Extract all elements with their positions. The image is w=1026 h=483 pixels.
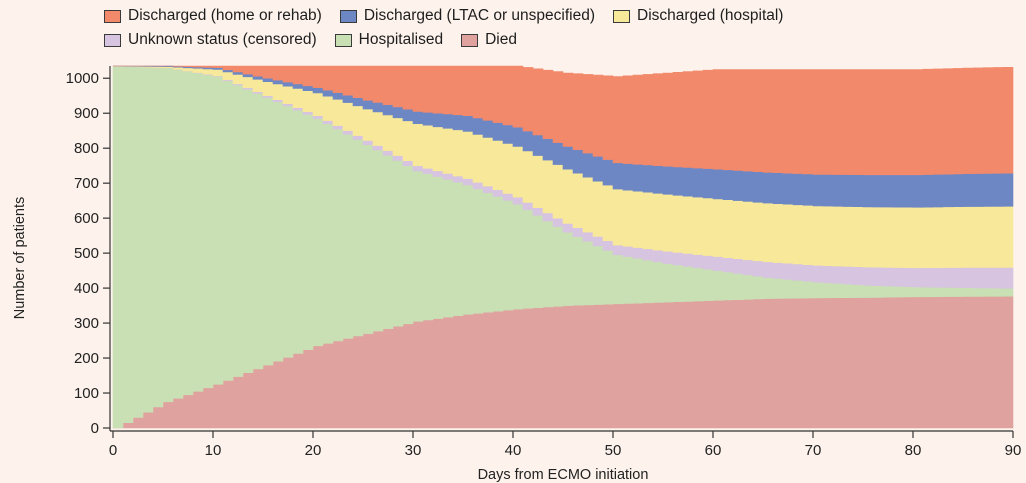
- y-tick-label: 500: [74, 245, 99, 262]
- y-tick-label: 400: [74, 280, 99, 297]
- legend-label-unknown-status: Unknown status (censored): [128, 31, 317, 48]
- legend-swatch-unknown-status: [104, 33, 121, 47]
- x-tick-label: 0: [109, 442, 117, 459]
- y-tick-label: 200: [74, 350, 99, 367]
- legend-item-discharged-hospital: Discharged (hospital): [613, 7, 783, 25]
- legend-swatch-hospitalised: [334, 33, 352, 47]
- legend-swatch-discharged-ltac: [339, 9, 357, 23]
- x-tick-label: 80: [905, 442, 922, 459]
- x-tick-label: 70: [805, 442, 822, 459]
- legend-item-discharged-ltac: Discharged (LTAC or unspecified): [339, 7, 596, 25]
- y-tick-label: 600: [74, 210, 99, 227]
- legend-swatch-died: [461, 33, 479, 47]
- legend-row: Discharged (home or rehab) Discharged (L…: [104, 4, 1004, 28]
- y-tick-label: 700: [74, 175, 99, 192]
- legend-label-discharged-home: Discharged (home or rehab): [128, 7, 322, 24]
- x-tick-label: 90: [1005, 442, 1022, 459]
- legend-item-unknown-status: Unknown status (censored): [104, 31, 317, 49]
- x-tick-label: 50: [605, 442, 622, 459]
- y-tick-label: 1000: [66, 70, 99, 87]
- legend-item-discharged-home: Discharged (home or rehab): [104, 7, 322, 25]
- y-tick-label: 100: [74, 385, 99, 402]
- legend-swatch-discharged-home: [104, 9, 121, 23]
- legend-swatch-discharged-hospital: [613, 9, 631, 23]
- legend-item-hospitalised: Hospitalised: [334, 31, 444, 49]
- y-tick-label: 900: [74, 105, 99, 122]
- y-tick-label: 800: [74, 140, 99, 157]
- legend-label-died: Died: [485, 31, 517, 48]
- x-tick-label: 30: [405, 442, 422, 459]
- area-layers: [112, 65, 1014, 429]
- x-tick-label: 10: [205, 442, 222, 459]
- area-series-discharged-home-or-rehab: [113, 65, 1014, 176]
- x-axis-title: Days from ECMO initiation: [478, 467, 649, 483]
- chart-axes: 0 100 200 300 400 500 600 700 800 900 1000 0 10 20 30 4…: [66, 66, 1022, 459]
- legend-label-hospitalised: Hospitalised: [358, 31, 444, 48]
- x-tick-label: 60: [705, 442, 722, 459]
- x-tick-label: 20: [305, 442, 322, 459]
- legend-item-died: Died: [461, 31, 517, 49]
- x-tick-label: 40: [505, 442, 522, 459]
- chart-legend: Discharged (home or rehab) Discharged (L…: [104, 4, 1004, 52]
- y-tick-label: 0: [91, 420, 99, 437]
- y-axis-title: Number of patients: [12, 197, 28, 320]
- legend-label-discharged-ltac: Discharged (LTAC or unspecified): [363, 7, 596, 24]
- legend-row: Unknown status (censored) Hospitalised D…: [104, 28, 1004, 52]
- y-tick-label: 300: [74, 315, 99, 332]
- legend-label-discharged-hospital: Discharged (hospital): [637, 7, 784, 24]
